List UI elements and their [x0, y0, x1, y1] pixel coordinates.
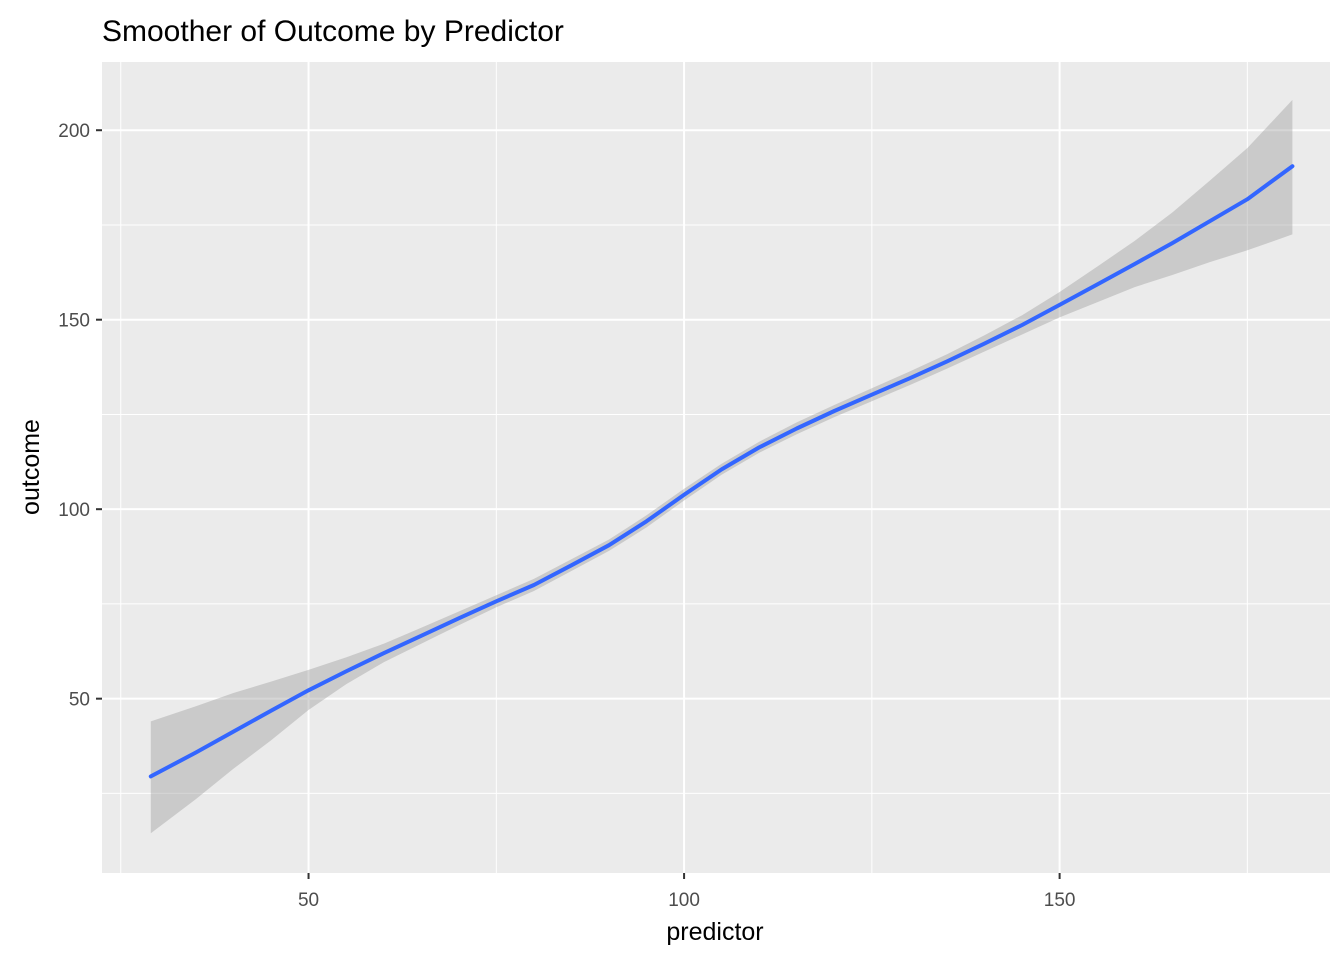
x-tick-label: 100	[668, 890, 700, 911]
x-axis-title: predictor	[666, 918, 763, 946]
smoother-line	[148, 164, 1295, 779]
y-axis-title: outcome	[17, 419, 45, 515]
major-gridlines	[102, 62, 1330, 873]
y-tick-label: 150	[58, 311, 90, 332]
x-tick-label: 50	[298, 890, 319, 911]
y-tick-label: 50	[69, 690, 90, 711]
y-axis-ticks: 50 100 150 200	[58, 121, 102, 711]
x-tick-label: 150	[1044, 890, 1076, 911]
y-tick-label: 200	[58, 121, 90, 142]
y-tick-label: 100	[58, 500, 90, 521]
confidence-ribbon	[150, 99, 1293, 834]
plot-panel	[102, 62, 1330, 873]
chart-title: Smoother of Outcome by Predictor	[102, 15, 564, 48]
x-axis-ticks: 50 100 150	[298, 873, 1075, 911]
